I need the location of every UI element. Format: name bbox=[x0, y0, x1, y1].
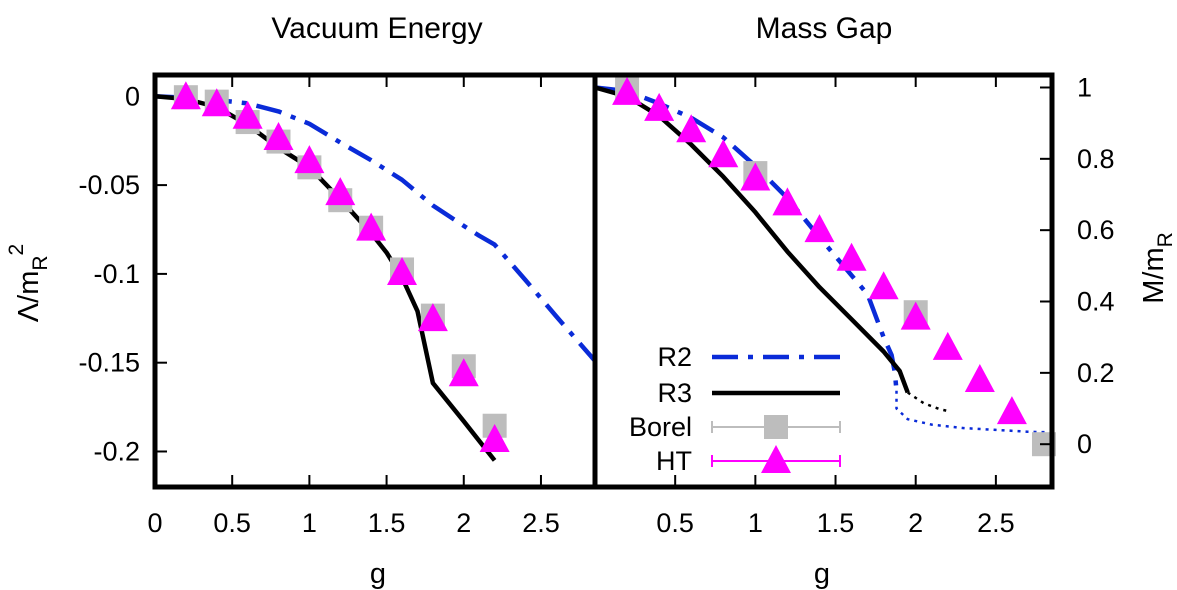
right-y-label-main: M/m bbox=[1138, 247, 1170, 303]
right-r3-line bbox=[594, 85, 910, 394]
left-r3-line bbox=[154, 94, 497, 462]
left-x-tick-label: 0.5 bbox=[213, 508, 251, 538]
right-r2-continuation-line bbox=[895, 390, 1053, 434]
left-ht-point bbox=[479, 423, 510, 452]
right-x-tick-label: 1 bbox=[748, 508, 763, 538]
left-x-tick-label: 1.5 bbox=[368, 508, 406, 538]
left-ht-point bbox=[325, 177, 356, 206]
right-ht-point bbox=[708, 139, 739, 168]
left-x-tick-label: 1 bbox=[302, 508, 317, 538]
right-y-axis-label: M/mR bbox=[1138, 232, 1177, 304]
legend-label-r3: R3 bbox=[657, 378, 692, 408]
right-x-tick-label: 1.5 bbox=[817, 508, 855, 538]
left-y-tick-label: 0 bbox=[125, 81, 140, 111]
left-y-tick-label: -0.1 bbox=[93, 259, 140, 289]
right-ht-point bbox=[740, 162, 771, 191]
right-x-tick-label: 0.5 bbox=[656, 508, 694, 538]
left-ht-point bbox=[263, 122, 294, 151]
right-ht-point bbox=[612, 76, 643, 105]
right-y-tick-label: 0.8 bbox=[1077, 144, 1115, 174]
legend-label-ht: HT bbox=[656, 446, 692, 476]
legend-label-r2: R2 bbox=[657, 342, 692, 372]
left-ht-point bbox=[294, 145, 325, 174]
left-series-group bbox=[154, 81, 597, 462]
right-x-axis-label: g bbox=[814, 558, 830, 590]
right-ht-point bbox=[996, 396, 1027, 425]
legend-marker-ht bbox=[761, 445, 791, 473]
right-ht-point bbox=[868, 271, 899, 300]
left-ht-point bbox=[356, 212, 387, 241]
left-panel-title: Vacuum Energy bbox=[271, 12, 482, 45]
left-x-tick-label: 0 bbox=[147, 508, 162, 538]
left-y-label-main: Λ/m bbox=[13, 271, 45, 323]
right-x-ticks: 0.5 1 1.5 2 2.5 bbox=[656, 75, 1015, 538]
right-series-group bbox=[594, 76, 1056, 457]
right-y-tick-label: 0.2 bbox=[1077, 358, 1115, 388]
right-panel-title: Mass Gap bbox=[756, 12, 893, 45]
legend: R2 R3 Borel HT bbox=[629, 342, 841, 476]
left-y-tick-label: -0.05 bbox=[78, 170, 140, 200]
right-r3-continuation-line bbox=[907, 391, 949, 413]
left-ht-point bbox=[232, 100, 263, 129]
left-ht-point bbox=[170, 81, 201, 110]
left-x-tick-label: 2.5 bbox=[522, 508, 560, 538]
left-y-label-sup: 2 bbox=[5, 244, 28, 256]
left-x-ticks: 0 0.5 1 1.5 2 2.5 bbox=[147, 75, 560, 538]
left-y-label-sub: R bbox=[29, 255, 52, 270]
right-ht-point bbox=[836, 242, 867, 271]
right-y-tick-label: 0 bbox=[1077, 429, 1092, 459]
left-x-axis-label: g bbox=[370, 558, 386, 590]
right-ht-point bbox=[676, 114, 707, 143]
right-r2-line bbox=[594, 85, 899, 391]
right-y-tick-label: 0.4 bbox=[1077, 287, 1115, 317]
right-ht-point bbox=[772, 187, 803, 216]
left-y-tick-label: -0.15 bbox=[78, 348, 140, 378]
left-ht-point bbox=[448, 358, 479, 387]
right-ht-point bbox=[964, 363, 995, 392]
left-ht-point bbox=[201, 88, 232, 117]
legend-marker-borel bbox=[764, 415, 788, 439]
right-ht-point bbox=[932, 331, 963, 360]
right-ht-point bbox=[804, 214, 835, 243]
left-y-ticks: 0 -0.05 -0.1 -0.15 -0.2 bbox=[78, 81, 167, 466]
right-ht-point bbox=[644, 92, 675, 121]
left-y-tick-label: -0.2 bbox=[93, 436, 140, 466]
left-y-axis-label: Λ/mR2 bbox=[5, 244, 52, 322]
right-y-tick-label: 1 bbox=[1077, 72, 1092, 102]
right-y-tick-label: 0.6 bbox=[1077, 215, 1115, 245]
right-y-label-sub: R bbox=[1154, 232, 1177, 247]
vacuum-energy-panel: Vacuum Energy 0 0.5 1 1.5 2 2.5 0 -0.05 -0.1 -0.… bbox=[5, 12, 598, 590]
left-ht-point bbox=[417, 303, 448, 332]
right-plot-frame bbox=[592, 72, 1055, 490]
right-x-tick-label: 2 bbox=[908, 508, 923, 538]
right-ht-point bbox=[900, 301, 931, 330]
left-ht-point bbox=[387, 257, 418, 286]
right-y-ticks: 0 0.2 0.4 0.6 0.8 1 bbox=[1040, 72, 1115, 459]
mass-gap-panel: Mass Gap 0.5 1 1.5 2 2.5 0 0.2 0.4 0.6 0.8 1 g M/… bbox=[592, 12, 1177, 590]
right-x-tick-label: 2.5 bbox=[977, 508, 1015, 538]
left-x-tick-label: 2 bbox=[456, 508, 471, 538]
legend-label-borel: Borel bbox=[629, 412, 692, 442]
